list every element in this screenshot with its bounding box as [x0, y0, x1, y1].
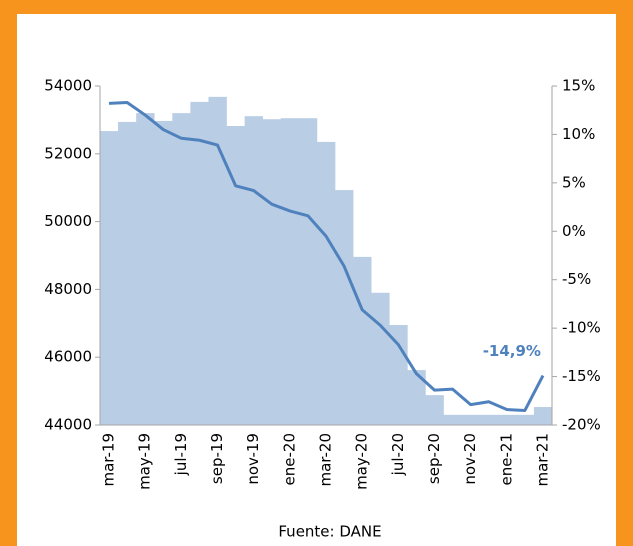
bar — [335, 190, 354, 425]
bar — [190, 101, 209, 426]
x-tick-label: sep-19 — [208, 433, 226, 484]
line — [108, 100, 545, 412]
bar — [208, 96, 227, 426]
x-tick-label: ene-20 — [280, 433, 298, 485]
y2-tick-label: -5% — [562, 270, 591, 288]
bar — [244, 116, 264, 426]
y2-tick-label: -15% — [562, 367, 601, 385]
x-tick-label: nov-19 — [244, 433, 262, 485]
x-tick-label: mar-19 — [100, 433, 118, 487]
x-tick-label: jul-20 — [389, 433, 407, 476]
y-tick-label: 46000 — [44, 348, 92, 366]
bar — [154, 120, 173, 426]
bar — [172, 113, 191, 426]
bar — [425, 395, 444, 425]
bar — [461, 414, 480, 425]
bar — [118, 121, 137, 426]
bar — [100, 131, 119, 425]
bar — [479, 414, 499, 425]
x-tick-label: may-19 — [136, 433, 154, 490]
y-tick-label: 48000 — [44, 280, 92, 298]
x-tick-label: jul-19 — [172, 433, 190, 476]
y2-tick-label: 5% — [562, 173, 586, 191]
bar — [298, 118, 318, 425]
x-tick-label: sep-20 — [425, 433, 443, 484]
x-tick-label: mar-20 — [317, 433, 335, 487]
bar — [371, 292, 390, 425]
bar — [280, 118, 300, 425]
y-tick-label: 54000 — [44, 77, 92, 95]
x-tick-label: ene-21 — [497, 433, 515, 485]
bar — [136, 113, 155, 426]
y2-tick-label: 15% — [562, 77, 595, 95]
y-tick-label: 50000 — [44, 212, 92, 230]
source: Fuente: DANE — [278, 523, 381, 541]
y2-tick-label: -10% — [562, 319, 601, 337]
bar — [226, 126, 245, 425]
bar — [497, 414, 517, 425]
y-tick-label: 52000 — [44, 144, 92, 162]
y-tick-label: 44000 — [44, 416, 92, 434]
y2-tick-label: 10% — [562, 125, 595, 143]
x-tick-label: nov-20 — [461, 433, 479, 485]
bar — [443, 414, 462, 425]
bar — [533, 407, 553, 425]
x-tick-label: mar-21 — [533, 433, 551, 487]
y2-tick-label: -20% — [562, 416, 601, 434]
bar — [316, 141, 336, 425]
annotation: -14,9% — [483, 342, 541, 360]
x-tick-label: may-20 — [353, 433, 371, 490]
bar — [262, 119, 282, 426]
bar — [515, 414, 535, 425]
bar — [353, 256, 372, 425]
bar — [407, 370, 426, 425]
y2-tick-label: 0% — [562, 222, 586, 240]
